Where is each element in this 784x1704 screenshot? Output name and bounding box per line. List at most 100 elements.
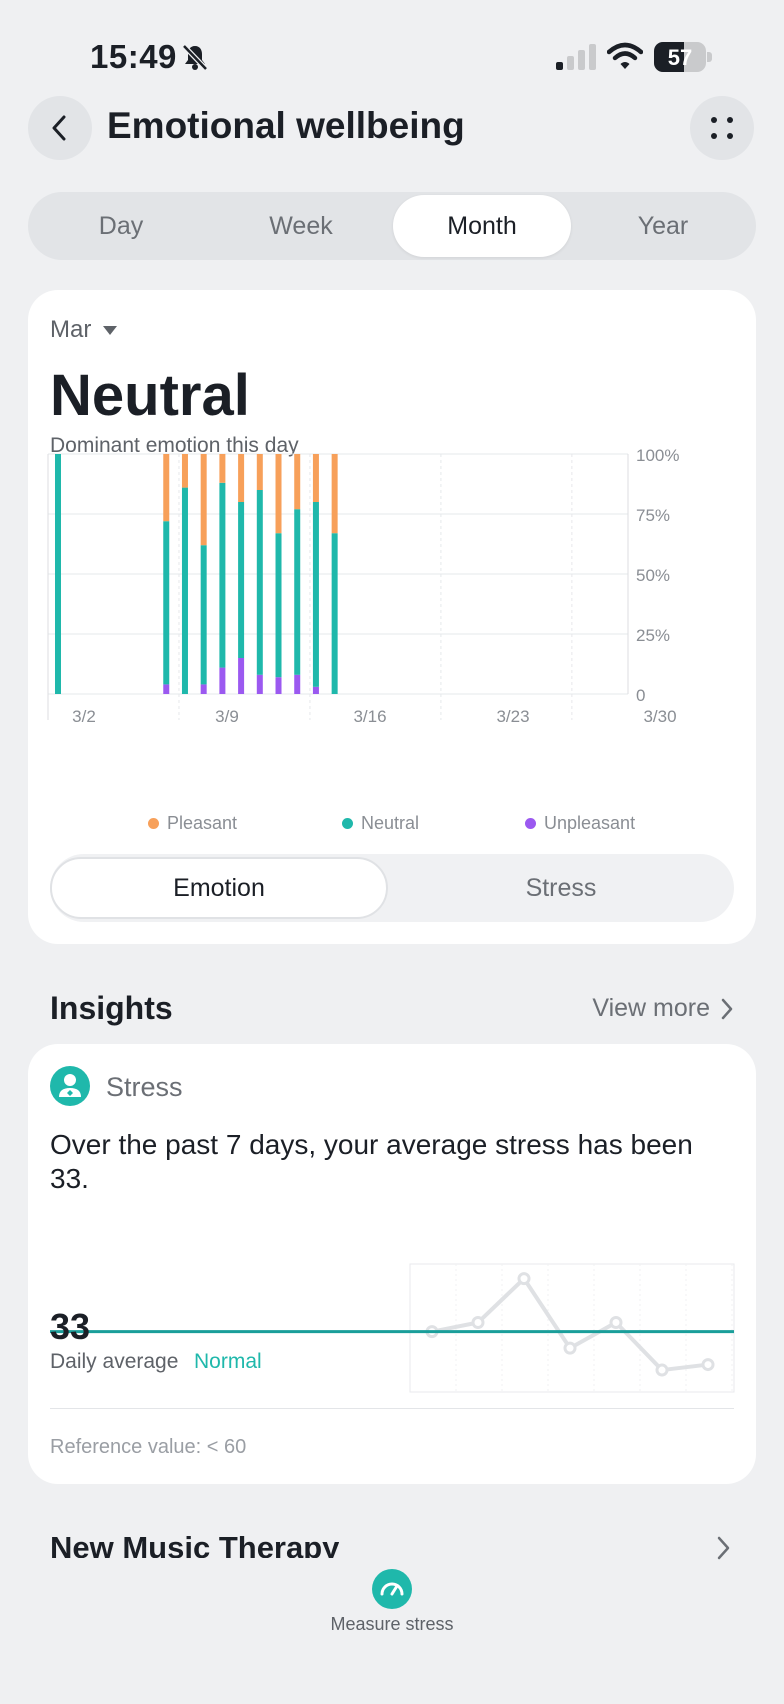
y-tick-label: 0	[636, 686, 645, 705]
bar-neutral	[331, 533, 338, 694]
bar-neutral	[163, 521, 170, 685]
legend-label-neutral: Neutral	[361, 812, 420, 833]
x-tick-label: 3/23	[496, 707, 529, 726]
view-more-link[interactable]: View more	[592, 994, 734, 1023]
battery-icon: 57	[654, 42, 712, 72]
bar-unpleasant	[256, 674, 263, 694]
weekly-grid-box	[409, 1263, 735, 1393]
status-time: 15:49	[90, 38, 177, 75]
tab-month[interactable]: Month	[393, 195, 571, 257]
view-more-label: View more	[592, 994, 710, 1022]
caret-down-icon	[103, 325, 118, 335]
reference-value: Reference value: < 60	[50, 1436, 247, 1458]
bar-neutral	[55, 454, 61, 694]
tab-year[interactable]: Year	[637, 211, 689, 240]
gauge-icon	[380, 1582, 404, 1596]
bar-unpleasant	[294, 674, 301, 694]
weekly-stress-chart: MonTueWedThuFriSatSun	[50, 1263, 735, 1393]
tab-day[interactable]: Day	[98, 211, 144, 240]
bar-pleasant	[200, 454, 207, 546]
y-tick-label: 50%	[636, 566, 670, 585]
emotion-card: Mar Neutral Dominant emotion this day 10…	[28, 290, 756, 944]
chevron-left-icon	[52, 115, 66, 141]
legend-neutral: Neutral	[342, 808, 419, 838]
legend-unpleasant: Unpleasant	[525, 808, 635, 838]
weekly-point	[609, 1316, 623, 1330]
wifi-icon	[607, 42, 643, 69]
month-label: Mar	[50, 316, 92, 343]
bar-neutral	[200, 545, 207, 685]
bar-neutral	[256, 490, 263, 675]
insights-title: Insights	[50, 990, 173, 1026]
measure-stress-button[interactable]	[372, 1569, 412, 1609]
status-bar: 15:49 57	[0, 0, 784, 110]
back-button[interactable]	[28, 96, 92, 160]
weekly-point	[517, 1272, 531, 1286]
legend-dot-unpleasant	[525, 817, 536, 829]
bar-pleasant	[312, 454, 319, 502]
bar-neutral	[312, 502, 319, 687]
bar-pleasant	[294, 454, 301, 510]
bar-neutral	[275, 533, 282, 678]
legend-dot-neutral	[342, 817, 353, 829]
y-tick-label: 75%	[636, 506, 670, 525]
x-tick-label: 3/9	[215, 707, 239, 726]
more-dots-icon	[711, 117, 733, 139]
bar-neutral	[238, 502, 245, 658]
x-tick-label: 3/30	[643, 707, 676, 726]
bar-unpleasant	[219, 667, 226, 694]
stress-status: Normal	[194, 1350, 262, 1373]
stress-average-value: 33	[50, 1306, 91, 1347]
legend-pleasant: Pleasant	[148, 808, 237, 838]
bell-off-icon	[182, 44, 208, 71]
bar-pleasant	[181, 454, 188, 488]
daily-average-label: Daily average	[50, 1350, 179, 1373]
bar-neutral	[219, 482, 226, 668]
bar-unpleasant	[200, 684, 207, 694]
metric-toggle: Emotion Stress	[50, 854, 734, 922]
weekly-point	[655, 1363, 669, 1377]
measure-stress-label[interactable]: Measure stress	[330, 1614, 454, 1634]
weekly-point	[701, 1358, 715, 1372]
signal-icon	[556, 44, 596, 70]
bar-pleasant	[331, 454, 338, 534]
stress-person-icon	[50, 1066, 90, 1106]
y-tick-label: 25%	[636, 626, 670, 645]
more-options-button[interactable]	[690, 96, 754, 160]
chevron-right-icon[interactable]	[714, 1534, 734, 1562]
bar-unpleasant	[163, 684, 170, 694]
month-selector[interactable]: Mar	[50, 316, 118, 344]
battery-percent: 57	[667, 45, 693, 70]
bar-pleasant	[238, 454, 245, 502]
page-title: Emotional wellbeing	[107, 105, 465, 146]
x-tick-label: 3/16	[353, 707, 386, 726]
emotion-chart: 100% 75% 50% 25% 0 3/2 3/9 3/16 3/23 3/30	[47, 446, 679, 726]
bar-pleasant	[275, 454, 282, 534]
dominant-emotion-caption: Dominant emotion this day	[50, 434, 299, 457]
tab-emotion[interactable]: Emotion	[50, 857, 388, 919]
tab-week[interactable]: Week	[269, 211, 333, 240]
bar-pleasant	[219, 454, 226, 483]
bar-neutral	[294, 509, 301, 675]
stress-summary-text: Over the past 7 days, your average stres…	[50, 1129, 693, 1194]
y-tick-label: 100%	[636, 446, 679, 465]
weekly-point	[563, 1341, 577, 1355]
legend-label-unpleasant: Unpleasant	[544, 812, 636, 833]
legend-label-pleasant: Pleasant	[167, 812, 238, 833]
legend-dot-pleasant	[148, 817, 159, 829]
bar-unpleasant	[312, 686, 319, 694]
x-tick-label: 3/2	[72, 707, 96, 726]
bar-unpleasant	[275, 677, 282, 694]
stress-label: Stress	[106, 1072, 183, 1102]
weekly-point	[471, 1316, 485, 1330]
bar-pleasant	[256, 454, 263, 490]
music-therapy-title[interactable]: New Music Therapy	[50, 1530, 340, 1558]
bar-neutral	[181, 487, 188, 694]
bar-unpleasant	[238, 658, 245, 694]
bar-pleasant	[163, 454, 170, 522]
dominant-emotion: Neutral	[50, 363, 250, 428]
stress-insight-card[interactable]: Stress Over the past 7 days, your averag…	[28, 1044, 756, 1484]
divider	[50, 1408, 734, 1409]
period-tabs: Day Week Month Year	[28, 192, 756, 260]
tab-stress[interactable]: Stress	[525, 873, 597, 902]
